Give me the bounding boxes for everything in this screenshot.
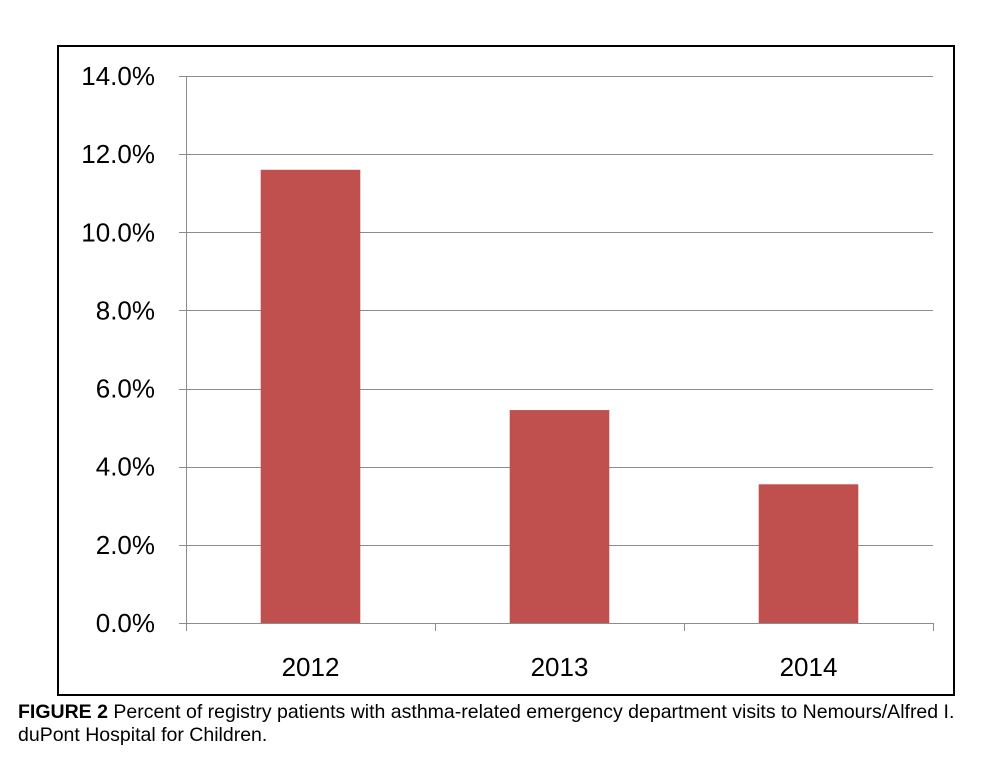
bar-2013 bbox=[509, 410, 610, 623]
x-tick-label: 2012 bbox=[282, 652, 340, 682]
y-tick-label: 8.0% bbox=[96, 295, 155, 325]
y-tick-label: 12.0% bbox=[81, 139, 155, 169]
y-tick-label: 4.0% bbox=[96, 452, 155, 482]
axes bbox=[179, 76, 934, 631]
figure-caption: FIGURE 2 Percent of registry patients wi… bbox=[18, 701, 968, 747]
x-tick-label: 2014 bbox=[780, 652, 838, 682]
axis-labels: 0.0% 2.0% 4.0% 6.0% 8.0% 10.0% 12.0% 14.0% 2012 2… bbox=[81, 61, 837, 682]
y-tick-label: 6.0% bbox=[96, 374, 155, 404]
bars bbox=[260, 169, 859, 623]
y-tick-label: 2.0% bbox=[96, 530, 155, 560]
caption-label: FIGURE 2 bbox=[18, 701, 108, 723]
bar-chart: 0.0% 2.0% 4.0% 6.0% 8.0% 10.0% 12.0% 14.0% 2012 2… bbox=[81, 61, 934, 682]
x-tick-label: 2013 bbox=[531, 652, 589, 682]
caption-text: Percent of registry patients with asthma… bbox=[18, 701, 955, 746]
bar-2012 bbox=[260, 169, 361, 623]
y-tick-label: 10.0% bbox=[81, 217, 155, 247]
y-tick-label: 0.0% bbox=[96, 608, 155, 638]
y-tick-label: 14.0% bbox=[81, 61, 155, 91]
bar-2014 bbox=[758, 484, 859, 623]
